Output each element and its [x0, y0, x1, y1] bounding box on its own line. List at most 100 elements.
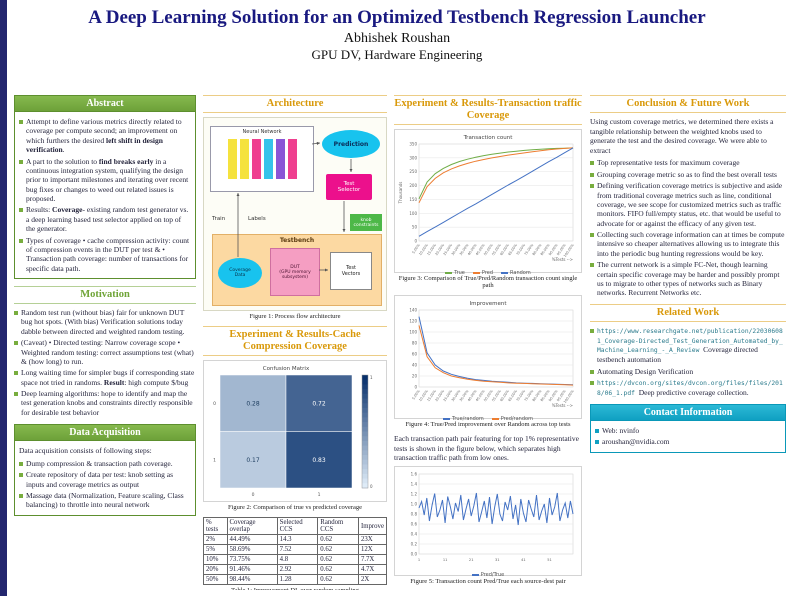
svg-text:51: 51 — [547, 558, 552, 562]
bullet-square-icon — [19, 208, 23, 213]
svg-text:0.8: 0.8 — [411, 511, 418, 516]
list-item-text: aroushan@nvidia.com — [602, 437, 670, 447]
link-url[interactable]: https://dvcon.org/sites/dvcon.org/files/… — [597, 380, 783, 397]
svg-text:85.00%: 85.00% — [540, 243, 551, 257]
poster-affiliation: GPU DV, Hardware Engineering — [311, 47, 483, 62]
table-cell: 4.8 — [276, 554, 319, 566]
table-header-cell: Selected CCS — [276, 517, 319, 536]
svg-text:0.0: 0.0 — [411, 551, 418, 556]
results-table: % tests Coverage overlap Selected CCS Rando… — [203, 517, 387, 586]
svg-text:1.4: 1.4 — [411, 481, 418, 486]
svg-text:25.00%: 25.00% — [443, 389, 454, 403]
svg-text:50.00%: 50.00% — [483, 389, 494, 403]
list-item: Grouping coverage metric so as to find t… — [590, 170, 786, 179]
svg-text:75.00%: 75.00% — [524, 243, 535, 257]
list-item-text: Automating Design Verification — [597, 367, 693, 376]
data-acquisition-list: Dump compression & transaction path cove… — [19, 459, 191, 510]
svg-text:Improvement: Improvement — [470, 301, 508, 307]
list-item: Dump compression & transaction path cove… — [19, 459, 191, 468]
legend-swatch-icon — [471, 574, 479, 577]
svg-text:0.72: 0.72 — [312, 400, 326, 407]
figure2-caption: Figure 2: Comparison of true vs predicte… — [227, 504, 363, 512]
svg-text:15.00%: 15.00% — [426, 389, 437, 403]
bullet-square-icon — [19, 120, 23, 124]
legend-item: Pred/random — [491, 416, 533, 422]
legend-item: True/random — [443, 416, 484, 422]
test-vectors-box: Test Vectors — [330, 252, 372, 291]
svg-text:%Tests -->: %Tests --> — [552, 403, 573, 408]
svg-text:140: 140 — [409, 308, 417, 313]
table-header-cell: Coverage overlap — [226, 517, 278, 536]
svg-text:65.00%: 65.00% — [507, 389, 518, 403]
list-item: Long waiting time for simpler bugs if co… — [14, 368, 196, 387]
list-item-text: https://www.researchgate.net/publication… — [597, 326, 786, 365]
list-item: Top representative tests for maximum cov… — [590, 158, 786, 167]
list-item-text: A part to the solution to find breaks ea… — [26, 156, 189, 204]
list-item: https://www.researchgate.net/publication… — [590, 326, 786, 365]
legend-item: Pred/True — [471, 572, 504, 578]
column-architecture: Architecture Neural Network Prediction T… — [203, 95, 387, 590]
svg-text:0: 0 — [414, 239, 417, 244]
svg-text:41: 41 — [521, 558, 526, 562]
legend-item: Random — [501, 270, 531, 276]
svg-text:120: 120 — [409, 319, 417, 324]
svg-text:45.00%: 45.00% — [475, 389, 486, 403]
table-cell: 73.75% — [226, 554, 278, 566]
svg-text:1: 1 — [370, 375, 373, 380]
data-acquisition-heading: Data Acquisition — [15, 425, 195, 442]
list-item-text: Results: Coverage- existing random test … — [26, 205, 189, 234]
test-selector-box: Test Selector — [326, 174, 372, 201]
table-cell: 12X — [357, 544, 387, 556]
list-item: Deep learning algorithms: hope to identi… — [14, 389, 196, 417]
contact-section: Contact Information Web: nvinfo aroushan@… — [590, 403, 786, 453]
table-header-cell: Improve — [357, 517, 387, 536]
figure1-caption: Figure 1: Process flow architecture — [249, 313, 341, 321]
svg-text:0: 0 — [370, 484, 373, 489]
svg-text:40: 40 — [412, 363, 418, 368]
legend-swatch-icon — [445, 271, 453, 274]
svg-text:45.00%: 45.00% — [475, 243, 486, 257]
fig3-svg: 0 50 100 150 200 250 300 350 5.00%10.00%15.00%20… — [398, 135, 575, 262]
svg-text:10.00%: 10.00% — [418, 243, 429, 257]
bullet-square-icon — [19, 473, 23, 478]
bullet-square-icon — [590, 233, 594, 238]
svg-text:5.00%: 5.00% — [411, 243, 421, 255]
network-layers-graphic — [211, 139, 313, 180]
svg-text:80: 80 — [412, 341, 418, 346]
svg-text:0: 0 — [414, 385, 417, 390]
table-row: 50% 98.44% 1.28 0.62 2X — [203, 574, 387, 586]
bullet-square-icon — [19, 493, 23, 498]
column-abstract: Abstract Attempt to define various metri… — [14, 95, 196, 590]
table-cell: 98.44% — [226, 574, 278, 586]
list-item-text: Attempt to define various metrics direct… — [26, 117, 182, 155]
svg-text:300: 300 — [409, 155, 417, 160]
table-cell: 58.69% — [226, 544, 278, 556]
table-cell: 10% — [203, 554, 228, 566]
svg-text:11: 11 — [443, 558, 448, 562]
svg-text:80.00%: 80.00% — [532, 243, 543, 257]
bullet-square-icon — [590, 161, 594, 166]
svg-text:85.00%: 85.00% — [540, 389, 551, 403]
bullet-square-icon — [14, 341, 18, 346]
coverage-data-node: Coverage Data — [218, 258, 262, 289]
figure5-caption: Figure 5: Transaction count Pred/True ea… — [410, 577, 566, 585]
svg-text:20: 20 — [412, 374, 418, 379]
table-cell: 91.46% — [226, 564, 278, 576]
bullet-square-icon — [19, 159, 23, 164]
svg-text:50: 50 — [412, 225, 418, 230]
svg-text:40.00%: 40.00% — [467, 389, 478, 403]
link-url[interactable]: https://www.researchgate.net/publication… — [597, 327, 783, 355]
svg-text:40.00%: 40.00% — [467, 243, 478, 257]
svg-text:100: 100 — [409, 211, 417, 216]
neural-network-box: Neural Network — [210, 126, 314, 193]
table-cell: 14.3 — [276, 534, 319, 546]
svg-text:21: 21 — [469, 558, 474, 562]
poster-title: A Deep Learning Solution for an Optimize… — [88, 7, 706, 28]
legend-swatch-icon — [501, 271, 509, 274]
table-cell: 23X — [357, 534, 387, 546]
architecture-diagram: Neural Network Prediction Test Selector … — [203, 117, 387, 312]
svg-text:100: 100 — [409, 330, 417, 335]
figure4-caption: Figure 4: True/Pred improvement over Ran… — [405, 421, 571, 429]
motivation-heading: Motivation — [14, 286, 196, 305]
svg-text:20.00%: 20.00% — [434, 389, 445, 403]
